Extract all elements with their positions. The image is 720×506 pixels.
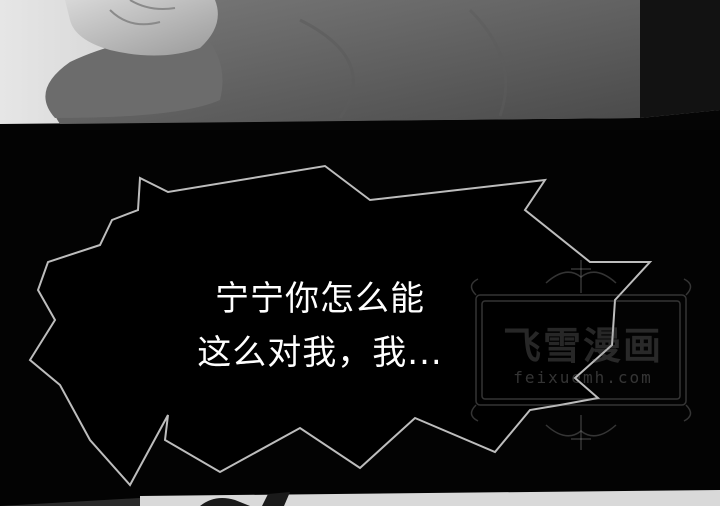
dialogue-text: 宁宁你怎么能 这么对我，我... [140, 272, 500, 380]
bottom-panel-artwork [0, 490, 720, 506]
top-comic-panel [0, 0, 720, 130]
speech-bubble [28, 164, 653, 487]
watermark-title: 飞雪漫画 [502, 324, 663, 368]
panel-artwork-hand-sweater [0, 0, 720, 124]
dialogue-line-1: 宁宁你怎么能 [215, 279, 425, 319]
bottom-comic-panel [0, 488, 720, 506]
watermark-url: feixuemh.com [513, 368, 653, 387]
dialogue-line-2: 这么对我，我... [197, 333, 443, 373]
watermark-frame [470, 260, 692, 450]
